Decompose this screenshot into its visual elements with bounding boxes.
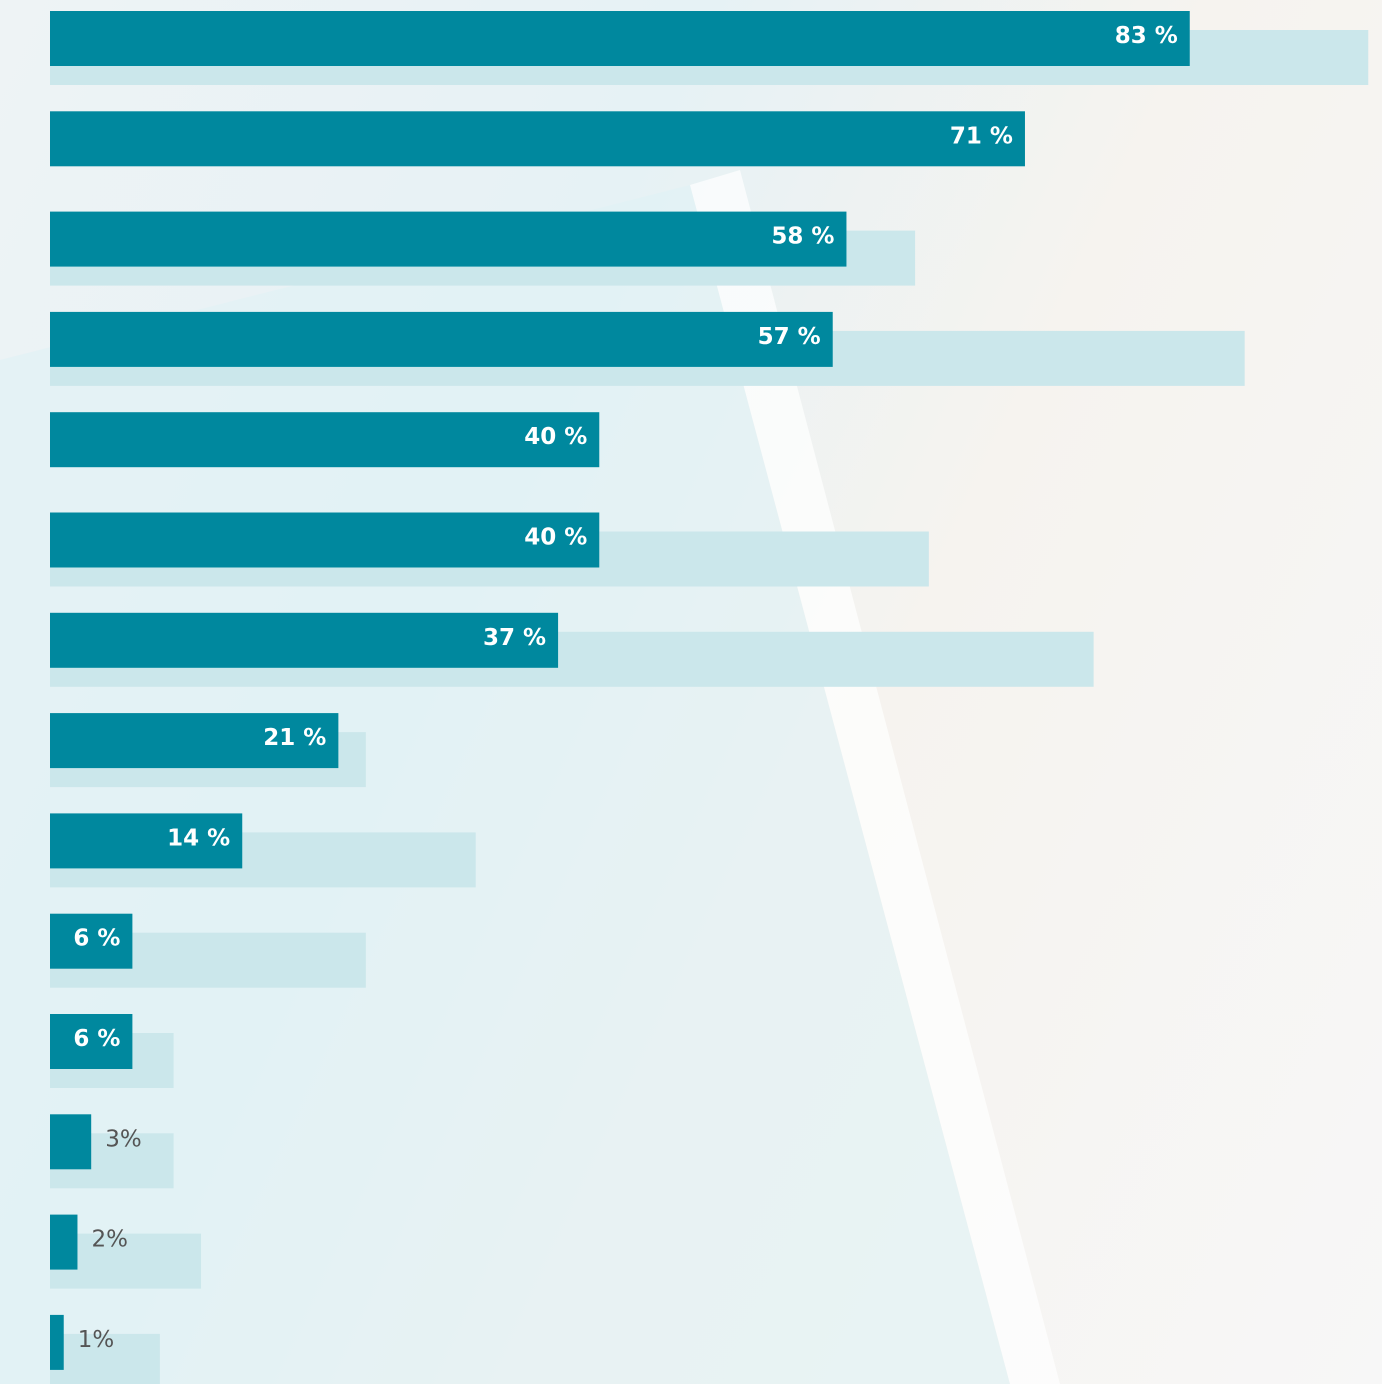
bar <box>50 211 847 267</box>
bar <box>50 1014 133 1069</box>
background-bar <box>50 1333 160 1384</box>
value-label: 37 % <box>483 625 546 651</box>
value-label: 2% <box>91 1227 128 1253</box>
value-label: 58 % <box>771 224 834 250</box>
value-label: 71 % <box>950 123 1013 149</box>
value-label: 40 % <box>524 424 587 450</box>
background-shape <box>0 185 1010 1384</box>
value-label: 40 % <box>524 525 587 551</box>
value-label: 6 % <box>73 1026 120 1052</box>
value-label: 1% <box>78 1327 115 1353</box>
value-label: 21 % <box>263 725 326 751</box>
value-label: 83 % <box>1115 23 1178 49</box>
bar <box>50 111 1025 167</box>
bar <box>50 1214 78 1270</box>
value-label: 6 % <box>73 926 120 952</box>
value-label: 3% <box>105 1126 142 1152</box>
background-shape <box>690 170 1060 1384</box>
bar <box>50 813 243 869</box>
bar <box>50 11 1190 66</box>
bar <box>50 412 600 468</box>
bar <box>50 1114 92 1170</box>
bar <box>50 612 559 668</box>
bar <box>50 1314 64 1370</box>
bar <box>50 913 133 969</box>
value-label: 14 % <box>167 825 230 851</box>
bar <box>50 512 600 568</box>
bar <box>50 713 339 769</box>
bar <box>50 311 833 367</box>
value-label: 57 % <box>758 324 821 350</box>
